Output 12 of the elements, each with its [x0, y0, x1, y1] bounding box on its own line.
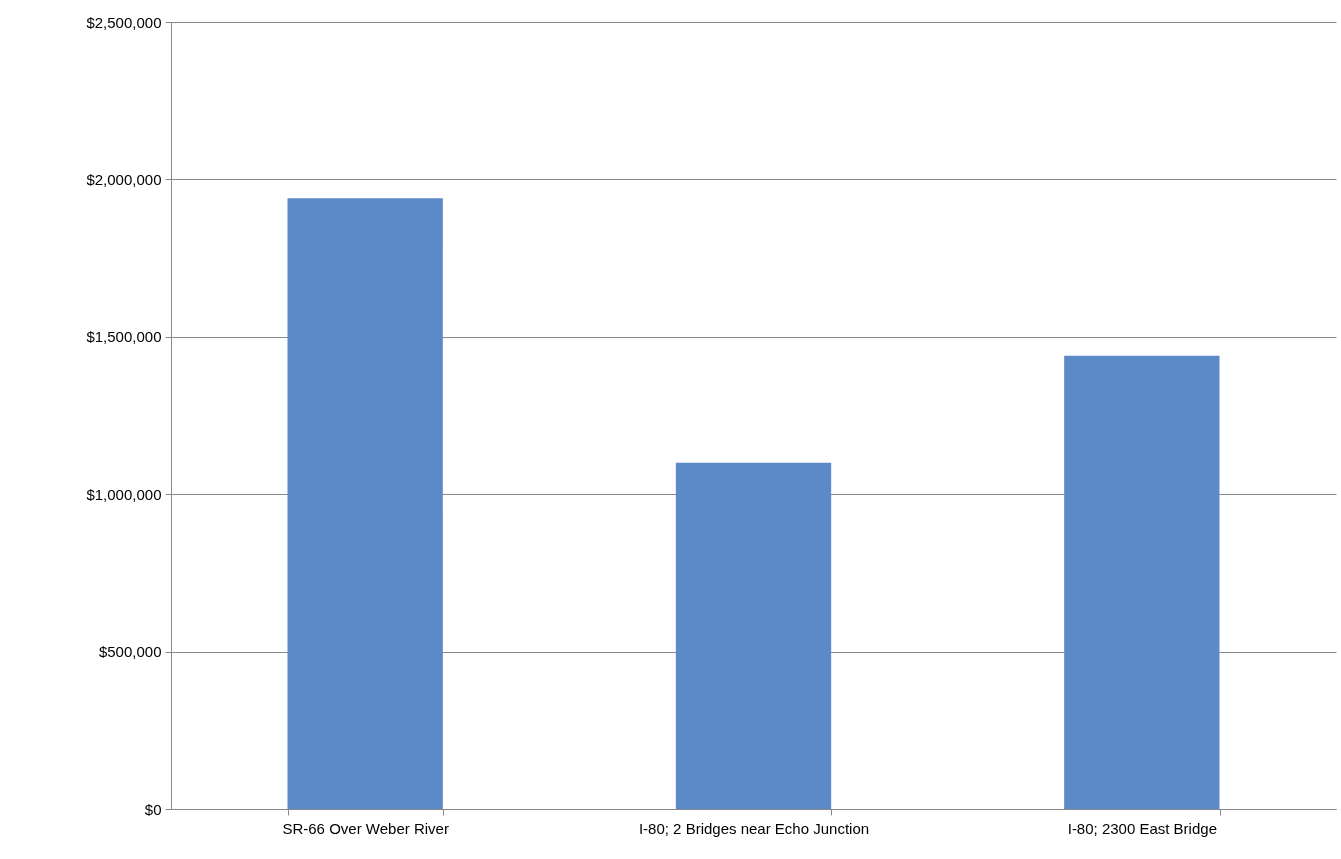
- bar: [675, 462, 832, 809]
- y-tick-label: $0: [144, 800, 162, 818]
- x-tick-label: I-80; 2300 East Bridge: [1067, 819, 1217, 837]
- x-tick-label: SR-66 Over Weber River: [282, 819, 449, 837]
- y-tick-label: $2,000,000: [86, 170, 162, 188]
- y-tick-label: $1,500,000: [86, 328, 162, 346]
- y-tick-label: $2,500,000: [86, 13, 162, 31]
- bar: [1064, 355, 1220, 809]
- y-tick-label: $1,000,000: [86, 485, 162, 503]
- bar: [287, 198, 443, 809]
- x-tick-label: I-80; 2 Bridges near Echo Junction: [638, 819, 870, 837]
- y-tick-label: $500,000: [98, 643, 162, 661]
